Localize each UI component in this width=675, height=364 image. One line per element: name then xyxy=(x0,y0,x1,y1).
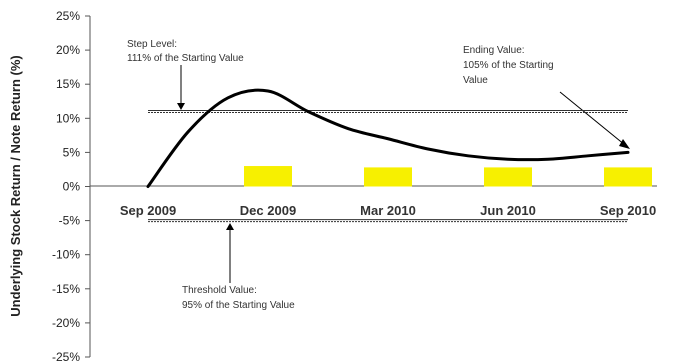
y-tick-label: 25% xyxy=(56,9,80,23)
y-tick-label: -20% xyxy=(52,316,80,330)
step-level-annotation-line2: 111% of the Starting Value xyxy=(127,53,244,64)
step-level-arrowhead xyxy=(177,103,185,110)
yellow-bar xyxy=(484,167,532,187)
ending-value-annotation-line2: 105% of the Starting xyxy=(463,60,554,71)
step-level-annotation-line1: Step Level: xyxy=(127,39,177,50)
y-tick-label: 10% xyxy=(56,111,80,125)
ending-value-annotation-line3: Value xyxy=(463,75,488,86)
x-tick-label: Sep 2009 xyxy=(120,203,176,218)
yellow-bar xyxy=(244,166,292,187)
y-tick-label: -10% xyxy=(52,248,80,262)
y-tick-label: 5% xyxy=(63,145,81,159)
ending-value-arrow xyxy=(559,91,626,146)
y-tick-label: 15% xyxy=(56,77,80,91)
threshold-annotation-line1: Threshold Value: xyxy=(182,285,257,296)
x-tick-label: Sep 2010 xyxy=(600,203,656,218)
y-tick-label: -15% xyxy=(52,282,80,296)
y-axis-label: Underlying Stock Return / Note Return (%… xyxy=(8,55,23,316)
x-tick-label: Mar 2010 xyxy=(360,203,416,218)
underlying-stock-line xyxy=(146,88,630,188)
yellow-bar xyxy=(364,167,412,187)
ending-value-annotation-line1: Ending Value: xyxy=(463,45,525,56)
y-tick-label: 0% xyxy=(63,180,81,194)
y-tick-label: -25% xyxy=(52,350,80,364)
y-tick-label: 20% xyxy=(56,43,80,57)
yellow-bar xyxy=(604,167,652,187)
ending-value-arrowhead xyxy=(619,139,630,149)
threshold-annotation-line2: 95% of the Starting Value xyxy=(182,300,295,311)
threshold-arrowhead xyxy=(226,223,234,230)
y-tick-label: -5% xyxy=(59,214,81,228)
x-tick-label: Jun 2010 xyxy=(480,203,536,218)
x-tick-label: Dec 2009 xyxy=(240,203,296,218)
